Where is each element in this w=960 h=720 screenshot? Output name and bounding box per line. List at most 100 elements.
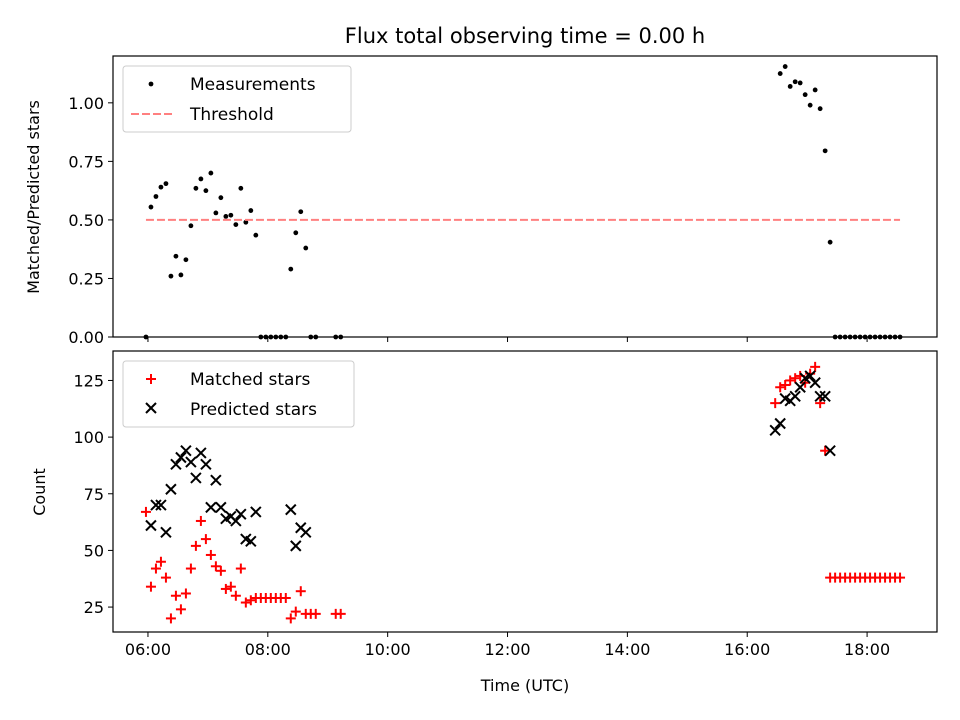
predicted-stars-point — [809, 377, 821, 389]
x-tick-label: 16:00 — [724, 640, 770, 659]
predicted-stars-point — [769, 424, 781, 437]
matched-stars-point — [160, 572, 171, 583]
predicted-stars-point — [804, 370, 816, 382]
measurements-point — [293, 230, 299, 236]
matched-stars-point — [775, 382, 786, 393]
predicted-stars-point — [145, 519, 157, 532]
x-tick-label: 10:00 — [365, 640, 411, 659]
measurements-point — [183, 257, 189, 263]
predicted-stars-point — [190, 472, 202, 484]
measurements-point — [193, 185, 199, 191]
predicted-stars-point — [230, 515, 242, 527]
top-panel-ticks: 0.00 0.25 0.50 0.75 1.00 — [68, 94, 868, 347]
matched-stars-point — [810, 361, 821, 372]
predicted-stars-point — [794, 381, 806, 393]
measurements-point — [203, 188, 209, 194]
predicted-stars-point — [245, 535, 257, 548]
y-tick-label: 25 — [84, 598, 104, 617]
bottom-panel-ticks: 06:00 08:00 10:00 12:00 14:00 16:00 18:00 25 50 7… — [73, 371, 890, 659]
matched-stars-point — [200, 534, 211, 545]
measurements-point — [787, 84, 793, 89]
y-tick-label: 125 — [73, 371, 104, 390]
matched-stars-point — [140, 506, 151, 517]
predicted-stars-point — [814, 390, 826, 403]
measurements-point — [178, 272, 184, 278]
measurements-point — [198, 176, 204, 182]
measurements-point — [298, 209, 304, 215]
predicted-stars-point — [175, 451, 187, 464]
measurements-point — [233, 222, 239, 228]
matched-stars-point — [220, 583, 231, 594]
matched-stars-point — [180, 588, 191, 599]
predicted-stars-point — [300, 526, 312, 538]
y-tick-label: 100 — [73, 428, 104, 447]
top-panel-legend: Measurements Threshold — [122, 65, 352, 133]
predicted-stars-point — [180, 445, 192, 457]
matched-stars-point — [165, 613, 176, 624]
y-tick-label: 0.50 — [68, 211, 104, 230]
matched-stars-point — [780, 379, 791, 390]
matched-stars-point — [170, 590, 181, 601]
matched-stars-point — [820, 445, 831, 456]
predicted-stars-point — [285, 503, 297, 516]
y-tick-label: 0.25 — [68, 269, 104, 288]
measurements-point — [248, 208, 254, 213]
predicted-stars-point — [250, 506, 262, 518]
bottom-panel-marks — [140, 361, 906, 624]
matched-stars-point — [785, 375, 796, 386]
matched-stars-point — [280, 593, 291, 604]
measurements-point — [213, 210, 219, 216]
bottom-panel-legend: Matched stars Predicted stars — [122, 360, 355, 428]
top-panel: 0.00 0.25 0.50 0.75 1.00 Matched/Predicted s… — [24, 55, 938, 347]
measurements-point — [303, 245, 309, 251]
top-panel-frame — [112, 55, 938, 338]
matched-stars-point — [205, 549, 216, 560]
bottom-legend-box — [122, 360, 355, 428]
x-tick-label: 08:00 — [245, 640, 291, 659]
matched-stars-point — [290, 606, 301, 617]
bottom-panel-y-axis-label: Count — [30, 468, 49, 516]
measurements-point — [173, 253, 179, 259]
measurements-point — [812, 87, 818, 93]
matched-stars-point — [790, 373, 801, 384]
matched-stars-point — [175, 604, 186, 615]
measurements-point — [218, 195, 224, 201]
legend-predicted-stars-label: Predicted stars — [190, 400, 317, 420]
matched-stars-point — [155, 556, 166, 567]
measurements-point — [188, 223, 194, 229]
measurements-point — [777, 71, 783, 76]
predicted-stars-point — [155, 499, 167, 511]
predicted-stars-point — [215, 501, 227, 514]
predicted-stars-point — [200, 458, 212, 471]
matched-stars-point — [215, 565, 226, 576]
legend-predicted-stars-marker — [145, 402, 157, 414]
measurements-point — [797, 80, 803, 86]
predicted-stars-point — [210, 474, 222, 486]
measurements-point — [253, 232, 259, 238]
matched-stars-point — [285, 613, 296, 624]
predicted-stars-point — [824, 445, 836, 457]
matched-stars-point — [235, 563, 246, 574]
matched-stars-point — [190, 540, 201, 551]
measurements-point — [827, 239, 833, 245]
bottom-panel: 06:00 08:00 10:00 12:00 14:00 16:00 18:00 25 50 7… — [30, 350, 938, 695]
measurements-point — [153, 194, 159, 199]
y-tick-label: 50 — [84, 541, 104, 560]
legend-matched-stars-label: Matched stars — [190, 370, 310, 390]
matched-stars-point — [225, 581, 236, 592]
predicted-stars-point — [170, 458, 182, 471]
measurements-point — [288, 266, 294, 272]
predicted-stars-point — [195, 447, 207, 459]
matched-stars-point — [815, 398, 826, 409]
y-tick-label: 1.00 — [68, 94, 104, 113]
bottom-panel-x-axis-label: Time (UTC) — [480, 676, 569, 695]
top-chart-title: Flux total observing time = 0.00 h — [345, 24, 705, 48]
matched-stars-point — [295, 586, 306, 597]
x-tick-label: 14:00 — [604, 640, 650, 659]
legend-matched-stars-marker — [146, 374, 156, 384]
measurements-point — [782, 64, 788, 69]
matched-stars-point — [770, 398, 781, 409]
matched-stars-point — [245, 595, 256, 606]
measurements-point — [822, 148, 828, 154]
